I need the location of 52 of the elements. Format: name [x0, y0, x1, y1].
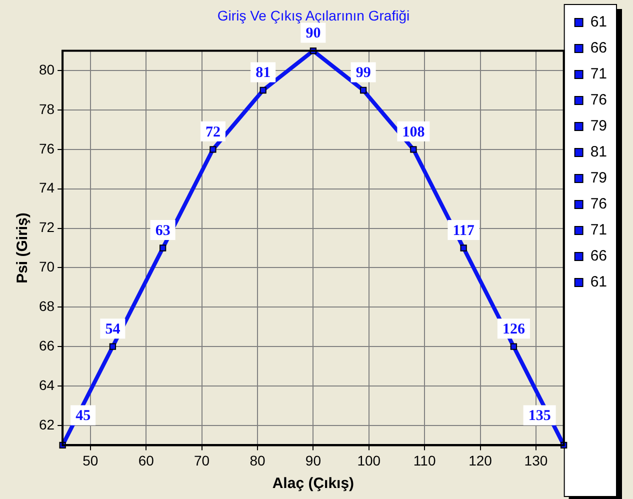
point — [360, 86, 367, 94]
x-tick-label: 70 — [194, 452, 210, 468]
legend-label: 71 — [590, 222, 608, 239]
y-tick-label: 66 — [38, 337, 55, 354]
legend-label: 61 — [590, 14, 608, 31]
x-tick-label: 90 — [305, 452, 322, 468]
annotation: 117 — [452, 222, 475, 239]
legend-label: 71 — [590, 66, 608, 83]
point — [109, 343, 116, 350]
legend-label: 61 — [590, 274, 608, 291]
point — [510, 343, 518, 350]
annotation: 72 — [205, 124, 220, 140]
annotation: 45 — [76, 408, 91, 424]
legend-label: 66 — [590, 248, 608, 265]
legend-label: 66 — [590, 40, 608, 57]
annotation: 81 — [256, 65, 271, 82]
legend-label: 81 — [590, 144, 608, 161]
y-tick-label: 72 — [38, 219, 55, 236]
x-tick-label: 110 — [413, 452, 436, 468]
point — [159, 244, 166, 252]
x-axis-title: Alaç (Çıkış) — [272, 475, 354, 492]
y-axis-title: Psi (Giriş) — [14, 212, 32, 284]
y-tick-label: 78 — [38, 100, 55, 117]
annotation: 54 — [105, 321, 121, 338]
x-tick-label: 60 — [138, 452, 154, 468]
annotation: 135 — [528, 408, 551, 424]
y-tick-label: 70 — [38, 258, 55, 275]
x-tick-label: 130 — [524, 452, 548, 468]
y-tick-label: 68 — [38, 298, 55, 314]
point — [460, 244, 467, 252]
legend-label: 79 — [590, 118, 608, 135]
legend-label: 76 — [590, 196, 608, 213]
annotation: 126 — [502, 321, 526, 338]
point — [260, 86, 266, 94]
y-tick-label: 80 — [38, 61, 55, 78]
y-tick-label: 74 — [38, 180, 55, 196]
legend-label: 76 — [590, 92, 608, 109]
chart-title: Giriş Ve Çıkış Açılarının Grafiği — [217, 7, 410, 24]
y-tick-label: 64 — [38, 376, 55, 393]
point — [410, 146, 417, 153]
annotation: 99 — [356, 65, 371, 82]
x-tick-label: 100 — [357, 452, 381, 468]
x-tick-label: 120 — [468, 452, 492, 468]
annotation: 90 — [306, 26, 321, 42]
y-tick-label: 76 — [38, 140, 55, 156]
point — [210, 146, 216, 153]
y-tick-label: 62 — [38, 416, 55, 432]
x-tick-label: 50 — [82, 452, 98, 468]
x-tick-label: 80 — [250, 452, 266, 468]
legend-label: 79 — [590, 170, 608, 187]
annotation: 108 — [402, 124, 425, 140]
annotation: 63 — [155, 222, 170, 239]
